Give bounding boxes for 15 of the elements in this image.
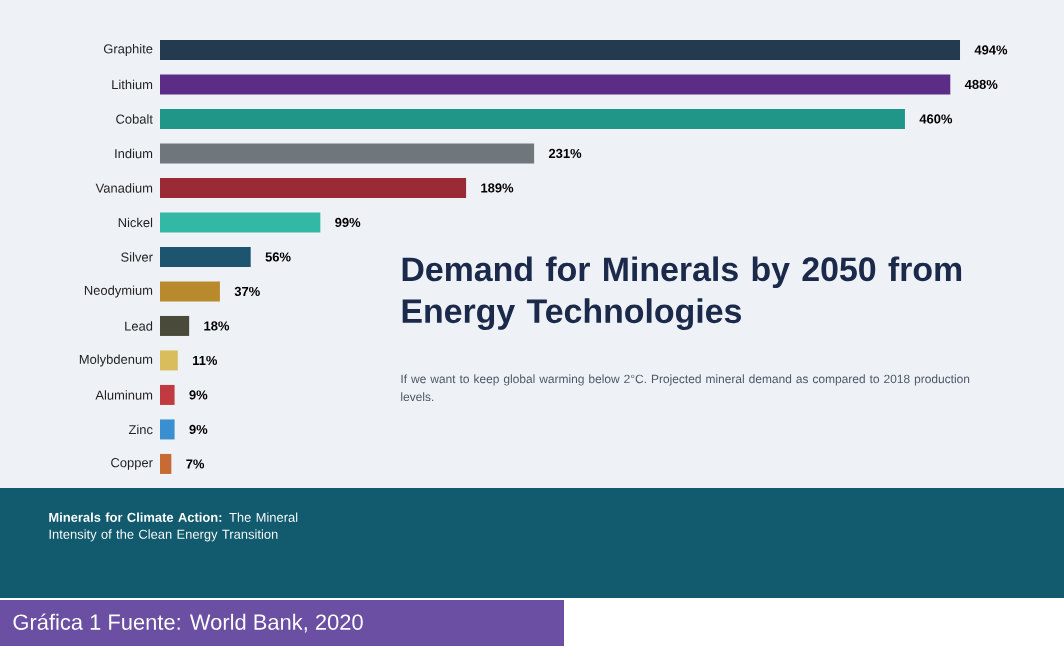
- bar: [160, 143, 535, 164]
- bar: [160, 177, 467, 198]
- text: Gráfica 1 Fuente: World Bank, 2020: [13, 613, 363, 633]
- bar: [160, 246, 251, 267]
- text: Demand for Minerals by 2050 from Energy Technologies: [402, 256, 962, 330]
- bar: [160, 108, 905, 129]
- bar: [160, 419, 175, 440]
- bar: [160, 39, 961, 60]
- bar: [160, 384, 175, 405]
- bar: [160, 281, 220, 302]
- bar: [160, 453, 172, 474]
- bar: [160, 350, 178, 371]
- bar: [160, 74, 951, 95]
- bar: [160, 315, 190, 336]
- bar: [160, 212, 321, 233]
